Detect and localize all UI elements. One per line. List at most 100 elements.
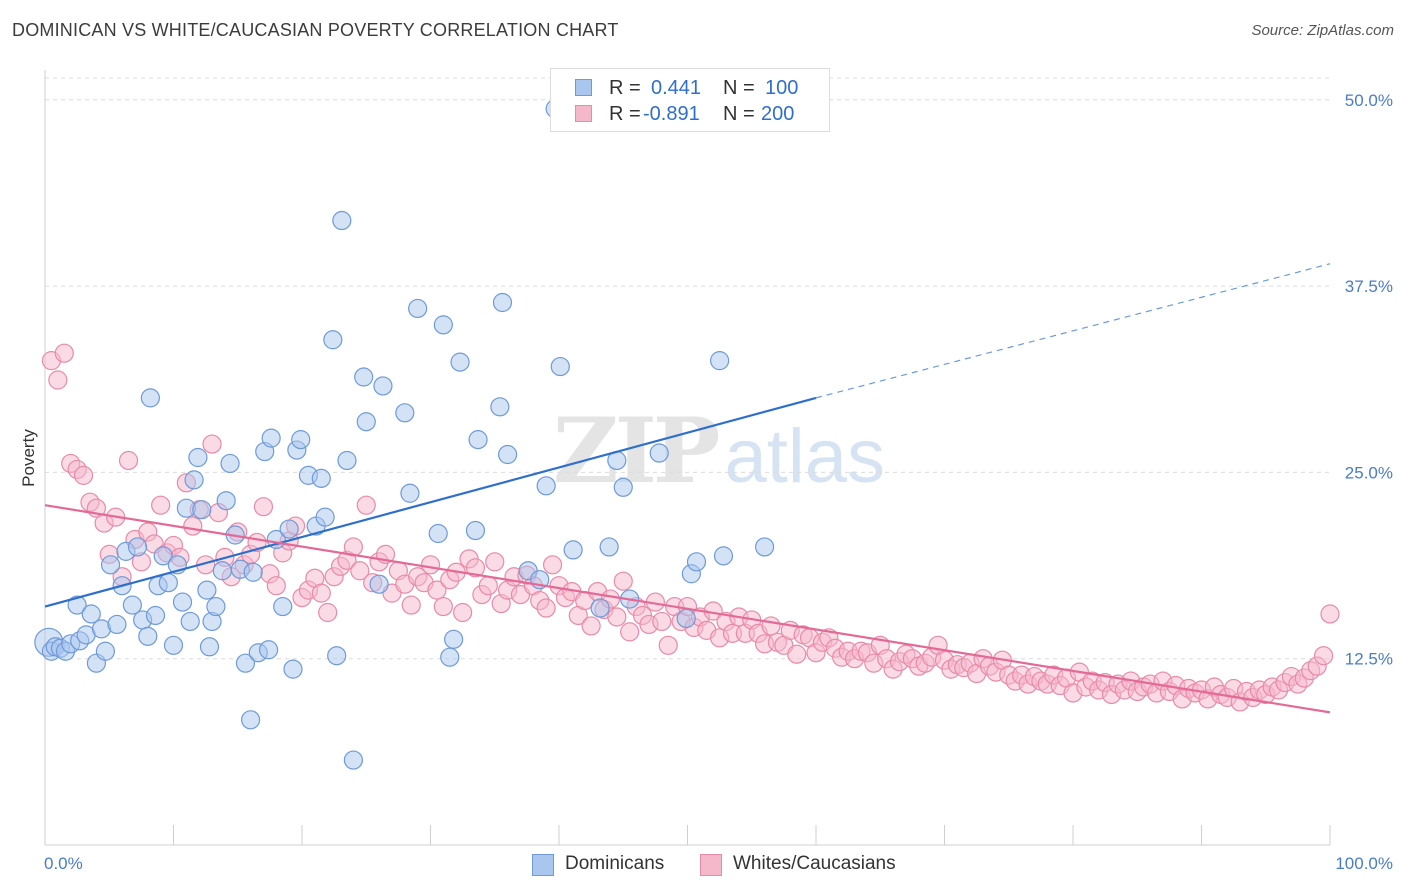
bottom-legend-label: Whites/Caucasians — [733, 853, 896, 874]
dominicans-point — [332, 210, 352, 231]
y-tick-label: 25.0% — [1345, 463, 1393, 482]
dominicans-point — [710, 351, 730, 371]
whites-point — [613, 571, 633, 591]
dominicans-point — [400, 483, 420, 503]
dominicans-point — [408, 298, 428, 319]
dominicans-point — [199, 637, 220, 657]
tick-labels: 12.5% 25.0% 37.5% 50.0% 0.0% 100.0% — [44, 91, 1393, 873]
dominicans-point — [613, 477, 633, 497]
dominicans-point — [428, 523, 448, 544]
dominicans-point — [498, 444, 518, 465]
x-tick-label: 100.0% — [1335, 854, 1393, 873]
whites-point — [183, 516, 203, 536]
dominicans-point — [122, 595, 142, 615]
dominicans-point — [180, 611, 200, 632]
axes — [44, 70, 1331, 846]
dominicans-point — [241, 710, 261, 730]
trend-line-dominicans — [44, 396, 817, 608]
whites-point — [356, 495, 376, 515]
legend-n-value: 200 — [761, 103, 795, 125]
dominicans-point — [279, 519, 299, 539]
dominicans-point — [323, 330, 343, 350]
chart-title: DOMINICAN VS WHITE/CAUCASIAN POVERTY COR… — [12, 20, 619, 40]
whites-point — [581, 616, 601, 636]
dominicans-point — [395, 403, 415, 423]
dominicans-point — [216, 491, 236, 511]
legend-n-label: N = — [723, 103, 755, 125]
dominicans-point — [686, 552, 707, 572]
dominicans-point — [95, 641, 115, 661]
whites-point — [202, 434, 222, 454]
whites-point — [420, 555, 441, 575]
watermark: ZIP atlas — [553, 398, 885, 504]
dominicans-point — [172, 592, 193, 612]
dominicans-point — [490, 397, 510, 417]
dominicans-point — [599, 537, 619, 557]
dominicans-point — [465, 520, 486, 541]
whites-point — [787, 644, 807, 664]
series-dominicans — [34, 99, 775, 770]
whites-point — [620, 622, 640, 642]
dominicans-point — [192, 500, 212, 520]
dominicans-point — [354, 367, 374, 387]
source-label: Source: ZipAtlas.com — [1251, 22, 1394, 39]
dominicans-point — [373, 376, 393, 396]
dominicans-point — [273, 596, 293, 617]
dominicans-point — [188, 447, 208, 468]
dominicans-point — [235, 653, 256, 673]
legend-swatch-blue — [575, 79, 592, 96]
dominicans-point — [212, 561, 232, 581]
trend-line-whites — [44, 504, 1331, 714]
dominicans-point — [327, 646, 347, 666]
whites-point — [453, 602, 473, 623]
dominicans-point — [676, 608, 696, 629]
dominicans-point — [197, 580, 217, 600]
whites-point — [658, 635, 678, 655]
y-tick-label: 37.5% — [1345, 277, 1393, 296]
legend-n-label: N = — [723, 77, 755, 99]
dominicans-point — [258, 640, 279, 660]
dominicans-point — [315, 507, 335, 527]
dominicans-point — [100, 555, 121, 575]
dominicans-point — [444, 629, 464, 649]
dominicans-point — [311, 468, 331, 488]
dominicans-point — [754, 537, 775, 557]
dominicans-point — [550, 356, 570, 377]
whites-point — [761, 616, 781, 636]
whites-point — [318, 602, 338, 623]
whites-point — [478, 576, 498, 596]
dominicans-point — [206, 596, 226, 617]
whites-point — [401, 595, 421, 615]
dominicans-point — [563, 540, 583, 560]
whites-point — [607, 607, 627, 627]
legend-r-value: -0.891 — [643, 103, 700, 125]
legend-r-label: R = — [609, 103, 641, 125]
trend-lines — [44, 263, 1331, 714]
y-tick-label: 12.5% — [1345, 650, 1393, 669]
dominicans-point — [713, 546, 734, 566]
x-tick-label: 0.0% — [44, 854, 83, 873]
dominicans-point — [369, 574, 389, 594]
dominicans-point — [140, 388, 160, 408]
whites-point — [118, 450, 139, 471]
dominicans-point — [163, 635, 184, 655]
whites-point — [253, 497, 274, 517]
dominicans-point — [220, 453, 240, 474]
stats-legend: R = 0.441 N = 100 R = -0.891 N = 200 — [550, 68, 830, 132]
legend-swatch-pink — [575, 105, 592, 122]
dominicans-point — [343, 750, 363, 770]
whites-point — [427, 580, 447, 600]
dominicans-point — [243, 562, 263, 582]
dominicans-point — [184, 470, 204, 490]
whites-point — [73, 465, 94, 485]
dominicans-point — [337, 450, 357, 471]
dominicans-point — [81, 604, 101, 624]
whites-point — [48, 370, 68, 390]
dominicans-point — [145, 605, 166, 626]
y-axis-title: Poverty — [19, 429, 38, 487]
dominicans-point — [590, 598, 610, 618]
dominicans-point — [138, 626, 158, 646]
dominicans-point — [107, 614, 127, 635]
whites-point — [311, 583, 331, 603]
dominicans-point — [536, 476, 556, 496]
